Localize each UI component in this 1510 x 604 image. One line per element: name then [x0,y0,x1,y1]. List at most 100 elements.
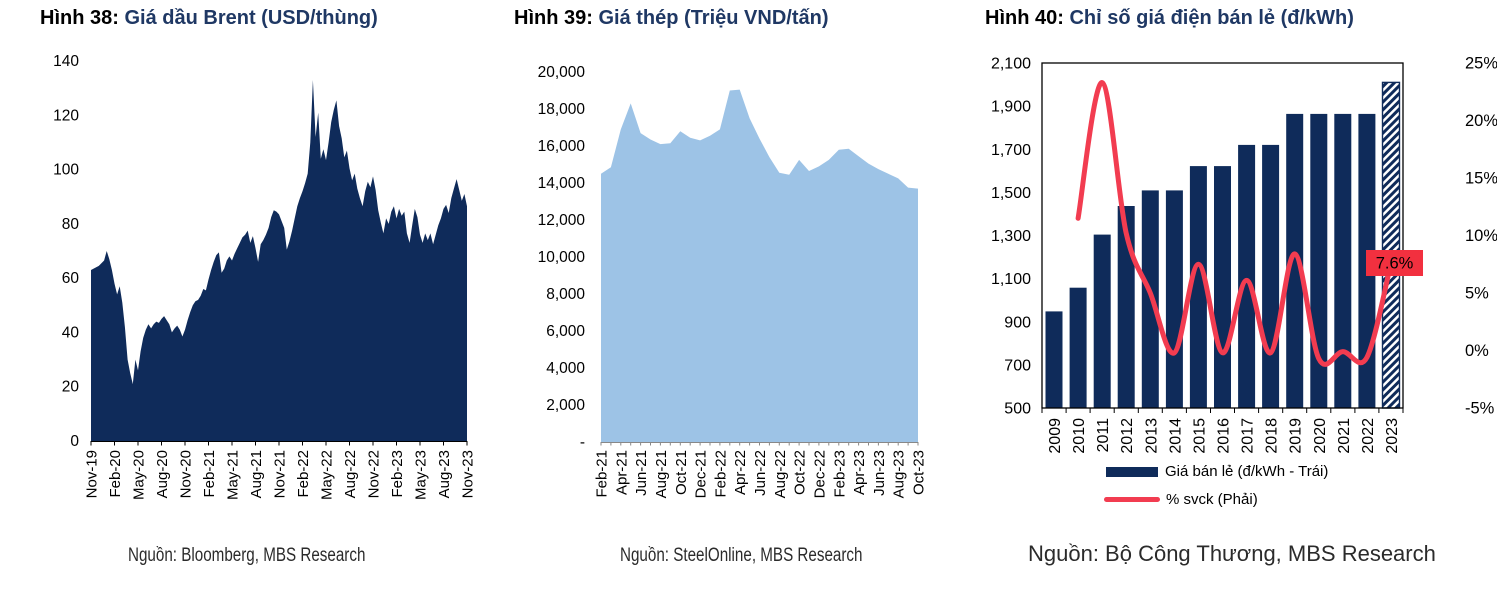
svg-text:1,300: 1,300 [991,228,1031,245]
svg-text:15%: 15% [1465,170,1497,188]
line-series-label: % svck (Phải) [1166,491,1258,508]
svg-text:2011: 2011 [1095,418,1112,453]
svg-text:12,000: 12,000 [538,212,586,229]
svg-text:Nov-21: Nov-21 [272,450,289,498]
svg-text:Oct-22: Oct-22 [792,450,809,495]
svg-text:120: 120 [53,107,79,124]
figure-39-source-text: Nguồn: SteelOnline, MBS Research [620,545,863,566]
svg-text:-5%: -5% [1465,400,1495,418]
figure-40-label: Hình 40: [985,7,1064,29]
svg-text:-: - [580,434,585,451]
svg-text:2022: 2022 [1360,418,1377,454]
svg-text:2009: 2009 [1047,418,1064,454]
svg-text:7.6%: 7.6% [1376,255,1414,273]
svg-text:2,000: 2,000 [546,397,585,414]
svg-text:2021: 2021 [1336,418,1353,454]
svg-text:Aug-20: Aug-20 [154,450,171,498]
svg-text:Dec-21: Dec-21 [693,450,710,498]
svg-text:Apr-23: Apr-23 [851,450,868,495]
figure-40-title-text: Chỉ số giá điện bán lẻ (đ/kWh) [1069,7,1354,29]
svg-text:2019: 2019 [1288,418,1305,454]
svg-text:May-23: May-23 [413,450,430,500]
svg-text:2023: 2023 [1384,418,1401,454]
svg-text:Jun-22: Jun-22 [752,450,769,496]
electricity-bar-line-chart: 2009 2010 2011 2012 2013 2014 2015 2016 2017 2018… [991,55,1497,454]
figure-40-source-text: Nguồn: Bộ Công Thương, MBS Research [1028,541,1436,566]
figure-38-title-text: Giá dầu Brent (USD/thùng) [124,7,378,29]
svg-text:5%: 5% [1465,285,1489,303]
svg-text:4,000: 4,000 [546,360,585,377]
svg-text:2014: 2014 [1167,418,1184,454]
svg-text:Feb-21: Feb-21 [594,450,611,498]
svg-text:Aug-22: Aug-22 [772,450,789,498]
svg-text:80: 80 [62,216,80,233]
figure-40-source: Nguồn: Bộ Công Thương, MBS Research [1028,541,1436,567]
figure-38-label: Hình 38: [40,7,119,29]
figure-38-source: Nguồn: Bloomberg, MBS Research [128,545,425,567]
bar-series-swatch [1106,466,1158,477]
svg-text:Dec-22: Dec-22 [811,450,828,498]
svg-text:500: 500 [1004,401,1031,418]
svg-text:10,000: 10,000 [538,249,586,266]
svg-text:Jun-23: Jun-23 [871,450,888,496]
svg-text:Jun-21: Jun-21 [633,450,650,496]
svg-text:18,000: 18,000 [538,101,586,118]
figure-39-title-text: Giá thép (Triệu VND/tấn) [598,7,829,29]
svg-text:2012: 2012 [1119,418,1136,454]
brent-area-chart: 0 20 40 60 80 100 120 140 Nov-19 Feb-20 May-20 Aug-… [53,53,477,500]
svg-text:1,100: 1,100 [991,271,1031,288]
figure-38-title: Hình 38: Giá dầu Brent (USD/thùng) [40,7,378,30]
svg-text:Aug-22: Aug-22 [342,450,359,498]
figure-39-title: Hình 39: Giá thép (Triệu VND/tấn) [514,7,829,30]
svg-text:1,500: 1,500 [991,185,1031,202]
figure-39-label: Hình 39: [514,7,593,29]
svg-text:0: 0 [70,433,79,450]
svg-text:Nov-20: Nov-20 [178,450,195,498]
svg-text:Feb-22: Feb-22 [295,450,312,498]
svg-text:2013: 2013 [1143,418,1160,454]
svg-text:2020: 2020 [1312,418,1329,454]
svg-text:20: 20 [62,379,80,396]
svg-text:25%: 25% [1465,55,1497,73]
svg-text:Aug-23: Aug-23 [436,450,453,498]
steel-area-chart: - 2,000 4,000 6,000 8,000 10,000 12,000 14,000 1… [538,64,928,498]
svg-text:2017: 2017 [1240,418,1257,454]
svg-text:Feb-23: Feb-23 [389,450,406,498]
svg-text:40: 40 [62,324,80,341]
svg-text:May-22: May-22 [319,450,336,500]
svg-text:1,900: 1,900 [991,99,1031,116]
svg-text:0%: 0% [1465,342,1489,360]
svg-text:Nov-23: Nov-23 [460,450,477,498]
svg-text:100: 100 [53,162,79,179]
svg-text:Nov-22: Nov-22 [366,450,383,498]
svg-text:2018: 2018 [1264,418,1281,454]
svg-text:10%: 10% [1465,227,1497,245]
figure-40-panel: Hình 40: Chỉ số giá điện bán lẻ (đ/kWh) … [985,0,1510,604]
svg-text:2016: 2016 [1216,418,1233,454]
figure-38-panel: Hình 38: Giá dầu Brent (USD/thùng) 0 20 40… [0,0,505,604]
svg-text:16,000: 16,000 [538,138,586,155]
svg-text:1,700: 1,700 [991,142,1031,159]
line-series-swatch [1104,497,1160,502]
svg-text:Oct-21: Oct-21 [673,450,690,495]
figure-38-source-text: Nguồn: Bloomberg, MBS Research [128,545,366,566]
svg-text:8,000: 8,000 [546,286,585,303]
svg-text:Apr-21: Apr-21 [613,450,630,495]
legend-item-yoy-percent: % svck (Phải) [1104,491,1258,508]
svg-text:14,000: 14,000 [538,175,586,192]
svg-text:Apr-22: Apr-22 [732,450,749,495]
svg-text:2015: 2015 [1191,418,1208,454]
svg-text:2,100: 2,100 [991,56,1031,73]
svg-text:Oct-23: Oct-23 [911,450,928,495]
svg-text:Feb-23: Feb-23 [831,450,848,498]
figure-39-panel: Hình 39: Giá thép (Triệu VND/tấn) - 2,000… [505,0,985,604]
svg-text:20,000: 20,000 [538,64,586,81]
svg-text:Aug-23: Aug-23 [891,450,908,498]
svg-text:20%: 20% [1465,112,1497,130]
figure-40-title: Hình 40: Chỉ số giá điện bán lẻ (đ/kWh) [985,7,1354,30]
svg-text:Feb-22: Feb-22 [712,450,729,498]
svg-text:140: 140 [53,53,79,70]
svg-text:Nov-19: Nov-19 [84,450,101,498]
svg-text:Feb-21: Feb-21 [201,450,218,498]
